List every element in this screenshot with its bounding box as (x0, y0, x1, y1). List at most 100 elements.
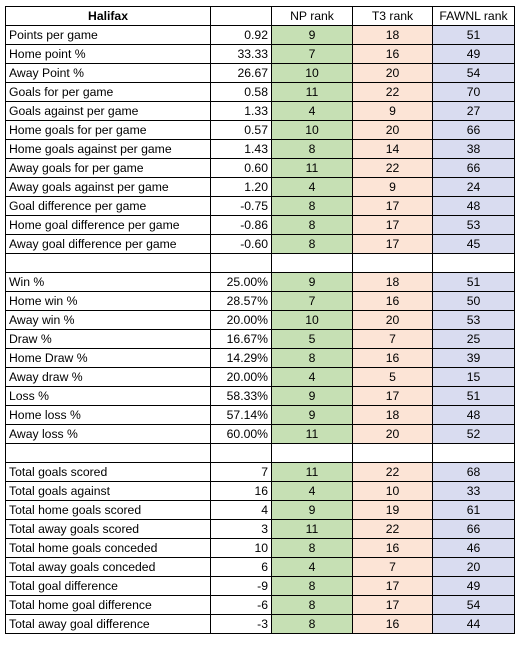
stat-value[interactable]: -0.86 (210, 215, 272, 235)
stat-value[interactable]: -0.75 (210, 196, 272, 216)
stat-label[interactable]: Total goals against (5, 481, 211, 501)
stat-value[interactable]: 25.00% (210, 272, 272, 292)
empty-cell[interactable] (352, 443, 433, 463)
np-rank-cell[interactable]: 9 (271, 25, 353, 45)
np-rank-cell[interactable]: 10 (271, 120, 353, 140)
np-rank-cell[interactable]: 9 (271, 405, 353, 425)
stat-label[interactable]: Home goal difference per game (5, 215, 211, 235)
stat-label[interactable]: Total away goal difference (5, 614, 211, 634)
t3-rank-cell[interactable]: 9 (352, 177, 433, 197)
np-rank-cell[interactable]: 8 (271, 576, 353, 596)
t3-rank-cell[interactable]: 17 (352, 215, 433, 235)
stat-value[interactable]: 0.60 (210, 158, 272, 178)
stat-value[interactable]: 60.00% (210, 424, 272, 444)
t3-rank-cell[interactable]: 16 (352, 291, 433, 311)
fawnl-rank-cell[interactable]: 15 (432, 367, 515, 387)
t3-rank-cell[interactable]: 22 (352, 82, 433, 102)
empty-cell[interactable] (432, 253, 515, 273)
empty-cell[interactable] (210, 443, 272, 463)
np-rank-cell[interactable]: 8 (271, 234, 353, 254)
np-rank-cell[interactable]: 4 (271, 557, 353, 577)
np-rank-cell[interactable]: 8 (271, 538, 353, 558)
np-rank-cell[interactable]: 10 (271, 63, 353, 83)
np-rank-cell[interactable]: 8 (271, 595, 353, 615)
fawnl-rank-cell[interactable]: 66 (432, 158, 515, 178)
t3-rank-cell[interactable]: 10 (352, 481, 433, 501)
stat-value[interactable]: 0.57 (210, 120, 272, 140)
stat-value[interactable]: 20.00% (210, 367, 272, 387)
stat-value[interactable]: 1.20 (210, 177, 272, 197)
value-header[interactable] (210, 6, 272, 26)
fawnl-rank-cell[interactable]: 51 (432, 386, 515, 406)
t3-rank-cell[interactable]: 14 (352, 139, 433, 159)
np-rank-cell[interactable]: 9 (271, 386, 353, 406)
fawnl-rank-cell[interactable]: 53 (432, 215, 515, 235)
fawnl-rank-cell[interactable]: 27 (432, 101, 515, 121)
fawnl-rank-cell[interactable]: 46 (432, 538, 515, 558)
fawnl-rank-cell[interactable]: 48 (432, 405, 515, 425)
t3-rank-header[interactable]: T3 rank (352, 6, 433, 26)
stat-value[interactable]: 3 (210, 519, 272, 539)
fawnl-rank-cell[interactable]: 33 (432, 481, 515, 501)
fawnl-rank-cell[interactable]: 51 (432, 25, 515, 45)
stat-value[interactable]: 1.33 (210, 101, 272, 121)
stat-label[interactable]: Total goals scored (5, 462, 211, 482)
t3-rank-cell[interactable]: 20 (352, 63, 433, 83)
stat-value[interactable]: 6 (210, 557, 272, 577)
fawnl-rank-cell[interactable]: 50 (432, 291, 515, 311)
fawnl-rank-cell[interactable]: 24 (432, 177, 515, 197)
stat-value[interactable]: 0.58 (210, 82, 272, 102)
t3-rank-cell[interactable]: 17 (352, 595, 433, 615)
t3-rank-cell[interactable]: 20 (352, 120, 433, 140)
fawnl-rank-cell[interactable]: 39 (432, 348, 515, 368)
stat-value[interactable]: 4 (210, 500, 272, 520)
stat-value[interactable]: 10 (210, 538, 272, 558)
np-rank-cell[interactable]: 8 (271, 139, 353, 159)
stat-value[interactable]: -0.60 (210, 234, 272, 254)
empty-cell[interactable] (352, 253, 433, 273)
stat-label[interactable]: Away Point % (5, 63, 211, 83)
np-rank-cell[interactable]: 4 (271, 101, 353, 121)
t3-rank-cell[interactable]: 17 (352, 576, 433, 596)
fawnl-rank-header[interactable]: FAWNL rank (432, 6, 515, 26)
np-rank-cell[interactable]: 8 (271, 614, 353, 634)
t3-rank-cell[interactable]: 16 (352, 44, 433, 64)
t3-rank-cell[interactable]: 22 (352, 158, 433, 178)
t3-rank-cell[interactable]: 16 (352, 614, 433, 634)
empty-cell[interactable] (271, 443, 353, 463)
stat-value[interactable]: 33.33 (210, 44, 272, 64)
np-rank-cell[interactable]: 11 (271, 424, 353, 444)
stat-value[interactable]: -3 (210, 614, 272, 634)
stat-label[interactable]: Away draw % (5, 367, 211, 387)
stat-value[interactable]: 14.29% (210, 348, 272, 368)
stat-label[interactable]: Loss % (5, 386, 211, 406)
np-rank-cell[interactable]: 11 (271, 82, 353, 102)
stat-label[interactable]: Away goals for per game (5, 158, 211, 178)
np-rank-cell[interactable]: 4 (271, 177, 353, 197)
t3-rank-cell[interactable]: 16 (352, 348, 433, 368)
empty-cell[interactable] (271, 253, 353, 273)
empty-cell[interactable] (5, 253, 211, 273)
t3-rank-cell[interactable]: 9 (352, 101, 433, 121)
t3-rank-cell[interactable]: 19 (352, 500, 433, 520)
t3-rank-cell[interactable]: 17 (352, 386, 433, 406)
t3-rank-cell[interactable]: 7 (352, 329, 433, 349)
stat-label[interactable]: Away goals against per game (5, 177, 211, 197)
np-rank-cell[interactable]: 11 (271, 462, 353, 482)
np-rank-cell[interactable]: 10 (271, 310, 353, 330)
stat-label[interactable]: Goals for per game (5, 82, 211, 102)
empty-cell[interactable] (210, 253, 272, 273)
fawnl-rank-cell[interactable]: 70 (432, 82, 515, 102)
stat-label[interactable]: Home win % (5, 291, 211, 311)
fawnl-rank-cell[interactable]: 38 (432, 139, 515, 159)
fawnl-rank-cell[interactable]: 61 (432, 500, 515, 520)
t3-rank-cell[interactable]: 20 (352, 310, 433, 330)
np-rank-cell[interactable]: 7 (271, 291, 353, 311)
t3-rank-cell[interactable]: 17 (352, 234, 433, 254)
stat-label[interactable]: Home Draw % (5, 348, 211, 368)
stat-value[interactable]: 26.67 (210, 63, 272, 83)
stat-label[interactable]: Total home goals conceded (5, 538, 211, 558)
stat-value[interactable]: 16 (210, 481, 272, 501)
t3-rank-cell[interactable]: 5 (352, 367, 433, 387)
fawnl-rank-cell[interactable]: 53 (432, 310, 515, 330)
